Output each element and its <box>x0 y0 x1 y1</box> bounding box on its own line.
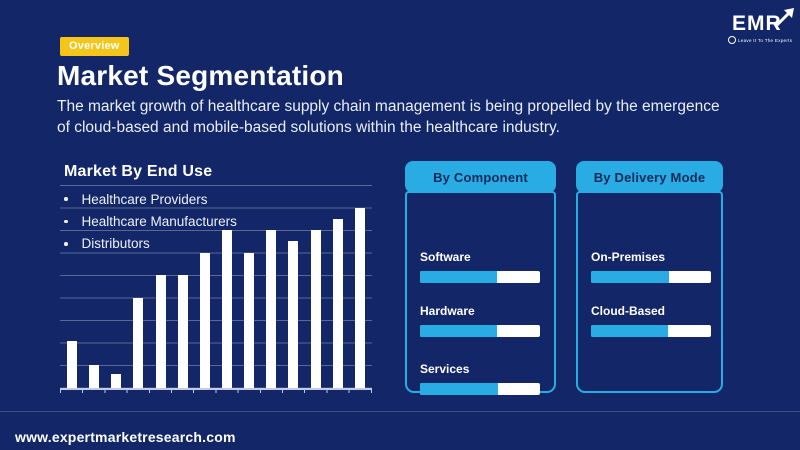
panel-row-services: Services <box>420 362 540 395</box>
progress-track <box>420 271 540 283</box>
panel-row-on-premises: On-Premises <box>591 250 711 283</box>
by-component-body: Software Hardware Services <box>405 191 556 395</box>
bullet-dot-icon <box>64 219 68 224</box>
list-item: Healthcare Providers <box>60 188 237 210</box>
by-delivery-mode-panel: By Delivery Mode On-Premises Cloud-Based <box>576 161 723 393</box>
bullet-dot-icon <box>64 242 68 246</box>
end-use-bar-chart <box>60 185 372 393</box>
page-title: Market Segmentation <box>57 60 344 91</box>
progress-track <box>420 325 540 337</box>
by-component-panel: By Component Software Hardware Services <box>405 161 556 395</box>
footer-divider <box>0 411 800 412</box>
progress-fill <box>420 271 497 283</box>
chart-bar <box>221 230 232 388</box>
emr-tagline-text: Leave It To The Experts <box>738 37 793 43</box>
by-component-header: By Component <box>405 161 556 193</box>
bullet-dot-icon <box>64 197 68 201</box>
page-subtitle-line2: of cloud-based and mobile-based solution… <box>57 119 560 136</box>
row-label: Software <box>420 250 471 264</box>
chart-bar <box>67 341 77 388</box>
chart-bar <box>177 275 188 388</box>
row-label: On-Premises <box>591 250 666 264</box>
emr-logo-text: EMR <box>732 12 782 35</box>
progress-track <box>591 271 711 283</box>
x-axis-ticks <box>60 390 372 393</box>
progress-track <box>420 383 540 395</box>
up-right-arrow-icon <box>774 8 794 28</box>
progress-fill <box>420 383 498 395</box>
page-subtitle: The market growth of healthcare supply c… <box>57 96 720 138</box>
end-use-bullet-list: Healthcare Providers Healthcare Manufact… <box>60 188 237 255</box>
chart-bar <box>354 208 365 388</box>
chart-bar <box>310 230 321 388</box>
end-use-bars <box>60 185 372 388</box>
by-delivery-mode-body: On-Premises Cloud-Based <box>576 191 723 393</box>
progress-fill <box>591 271 669 283</box>
emr-logo-tagline: Leave It To The Experts <box>728 36 792 44</box>
chart-bar <box>244 253 255 388</box>
row-label: Hardware <box>420 304 475 318</box>
by-delivery-mode-header: By Delivery Mode <box>576 161 723 193</box>
chart-bar <box>288 241 299 388</box>
target-ring-icon <box>728 36 736 44</box>
list-item: Healthcare Manufacturers <box>60 210 237 232</box>
emr-logo: EMR Leave It To The Experts <box>726 6 798 46</box>
chart-bar <box>111 374 122 388</box>
panel-row-software: Software <box>420 250 540 283</box>
chart-bar <box>332 219 343 388</box>
chart-bar <box>266 230 277 388</box>
progress-fill <box>591 325 668 337</box>
list-item: Distributors <box>60 233 237 255</box>
row-label: Cloud-Based <box>591 304 666 318</box>
chart-bar <box>133 298 144 388</box>
page-subtitle-line1: The market growth of healthcare supply c… <box>57 98 720 115</box>
chart-bar <box>199 253 210 388</box>
panel-row-hardware: Hardware <box>420 304 540 337</box>
panel-row-cloud-based: Cloud-Based <box>591 304 711 337</box>
footer-website-link[interactable]: www.expertmarketresearch.com <box>15 429 236 445</box>
list-item-label: Distributors <box>81 236 150 252</box>
row-label: Services <box>420 362 470 376</box>
chart-bar <box>89 365 100 388</box>
progress-track <box>591 325 711 337</box>
end-use-section-title: Market By End Use <box>64 163 213 180</box>
progress-fill <box>420 325 497 337</box>
chart-bar <box>155 275 166 388</box>
list-item-label: Healthcare Manufacturers <box>81 214 237 230</box>
overview-badge: Overview <box>60 37 129 56</box>
list-item-label: Healthcare Providers <box>81 191 208 207</box>
